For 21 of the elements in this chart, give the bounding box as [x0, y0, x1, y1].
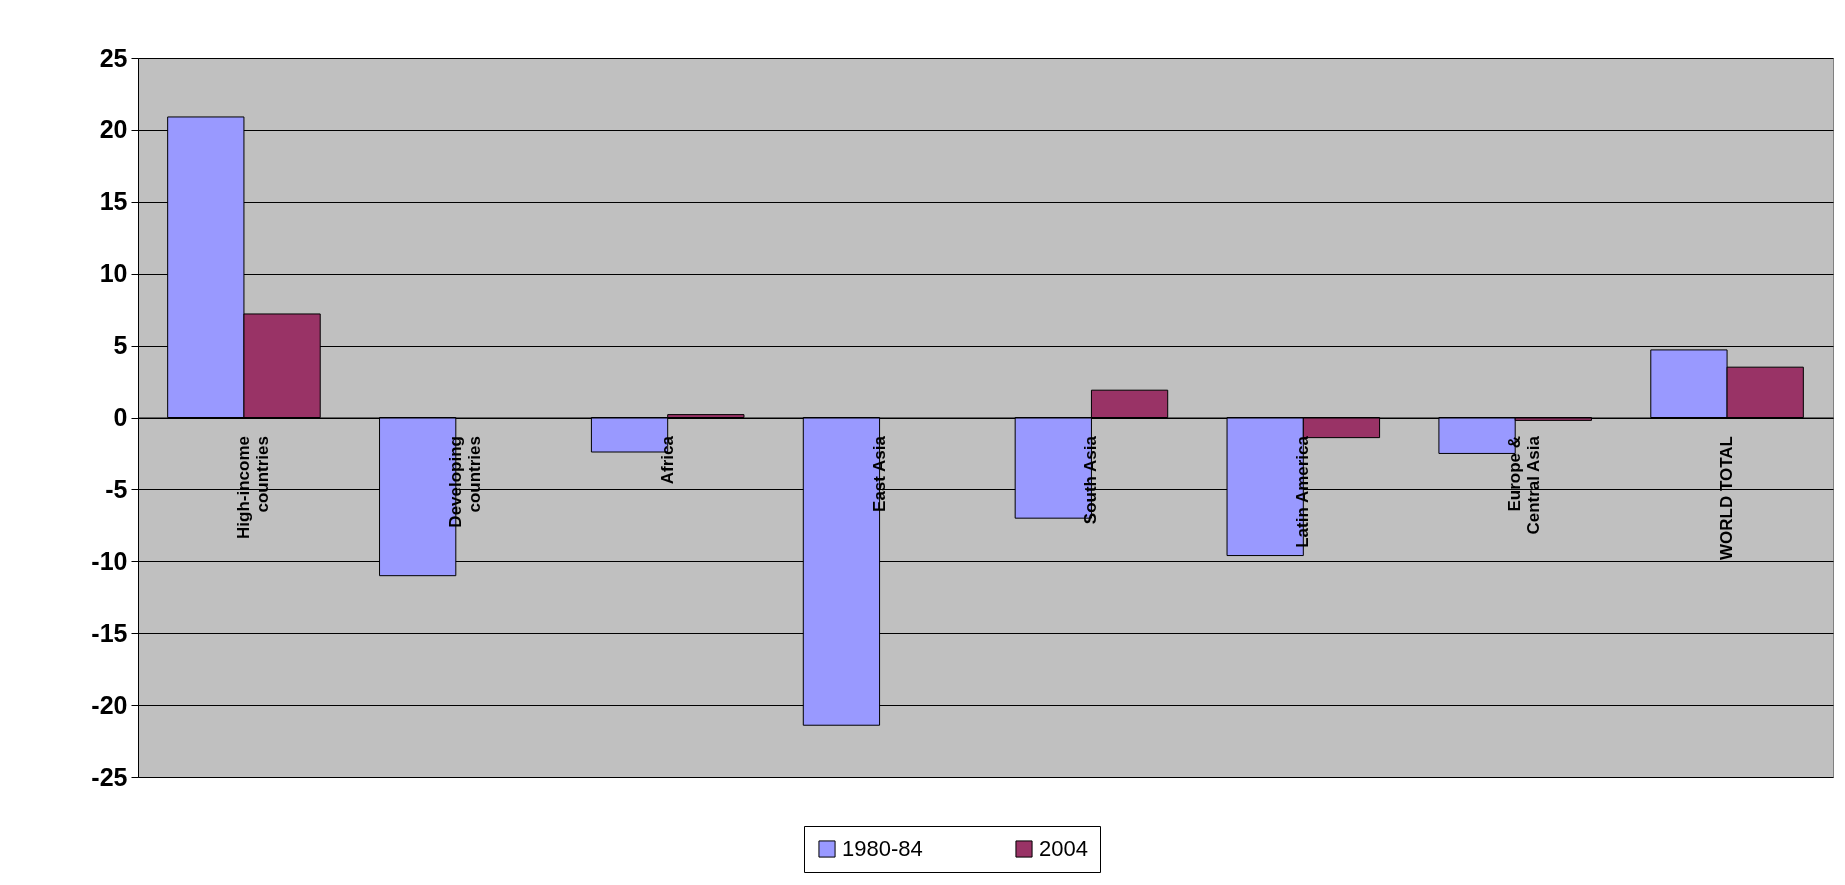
y-tick-label: -25	[91, 762, 128, 791]
x-tick-label: High-income countries	[233, 436, 272, 539]
x-tick-label: WORLD TOTAL	[1717, 436, 1737, 561]
y-tick-label: 5	[113, 331, 128, 360]
x-tick-label: South Asia	[1081, 435, 1101, 525]
y-tick-label: -10	[91, 546, 128, 575]
x-tick-label: Europe & Central Asia	[1505, 435, 1544, 535]
y-tick-label: -20	[91, 690, 128, 719]
x-tick-label: Developing countries	[445, 436, 484, 528]
x-tick-label: Africa	[657, 435, 677, 485]
y-tick-label: -15	[91, 618, 128, 647]
x-tick-label: East Asia	[869, 435, 889, 512]
y-tick-label: -5	[105, 474, 128, 503]
y-tick-label: 25	[99, 43, 128, 72]
legend-label: 2004	[1039, 836, 1088, 861]
y-tick-label: 0	[113, 403, 128, 431]
y-tick-label: 15	[99, 187, 128, 216]
y-tick-label: 20	[99, 115, 128, 144]
x-tick-label: Latin America	[1293, 435, 1313, 548]
y-tick-label: 10	[99, 259, 128, 288]
legend-label: 1980-84	[842, 836, 923, 861]
